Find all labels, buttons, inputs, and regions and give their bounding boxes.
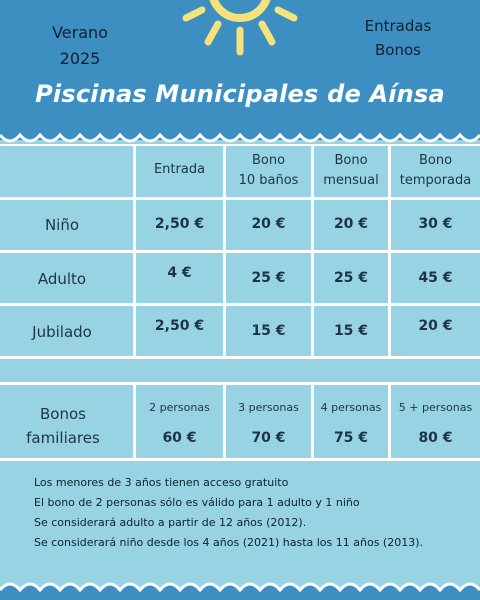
column-header-text: mensual: [323, 173, 379, 188]
table-vline-4: [388, 144, 391, 358]
season-year: 2025: [59, 49, 101, 68]
price-cell: 2,50 €: [154, 318, 205, 334]
price-cell: 15 €: [251, 323, 286, 339]
column-header-text: 10 baños: [238, 173, 299, 188]
price-cell: 25 €: [251, 270, 286, 286]
price-cell: 15 €: [333, 323, 369, 339]
column-header-text: Bono: [418, 153, 453, 168]
top-wave-divider: [0, 129, 480, 143]
family-vline-1: [133, 382, 136, 460]
price-cell: 20 €: [333, 216, 369, 232]
family-vline-4: [388, 382, 391, 460]
price-cell: 30 €: [418, 216, 453, 232]
column-header-bono-mensual: Bono mensual: [314, 151, 388, 191]
price-cell: 25 €: [333, 270, 369, 286]
column-header-bono-10: Bono 10 baños: [226, 151, 311, 191]
table-line-bottom: [0, 356, 480, 359]
family-persons: 2 personas: [149, 401, 210, 414]
table-vline-3: [311, 144, 314, 358]
family-persons: 3 personas: [238, 401, 299, 414]
family-line-bottom: [0, 458, 480, 461]
price-cell: 2,50 €: [154, 216, 205, 232]
table-vline-1: [133, 144, 136, 358]
family-label-line: Bonos: [40, 405, 86, 423]
note-line: Los menores de 3 años tienen acceso grat…: [34, 476, 289, 489]
family-vline-2: [223, 382, 226, 460]
family-vline-3: [311, 382, 314, 460]
family-price: 75 €: [333, 430, 369, 446]
page-title: Piscinas Municipales de Aínsa: [35, 80, 445, 108]
price-cell: 4 €: [167, 265, 192, 281]
bottom-wave-divider: [0, 582, 480, 600]
price-cell: 45 €: [418, 270, 453, 286]
season-label: Verano 2025: [30, 20, 130, 72]
family-persons: 5 + personas: [398, 401, 473, 414]
row-label-jubilado: Jubilado: [32, 323, 92, 341]
table-line-top: [0, 144, 480, 146]
family-pass-label: Bonos familiares: [8, 402, 118, 450]
table-line-row2: [0, 250, 480, 253]
table-line-row1: [0, 197, 480, 200]
family-price: 70 €: [251, 430, 286, 446]
column-header-entrada: Entrada: [136, 160, 223, 180]
row-label-adulto: Adulto: [37, 270, 87, 288]
column-header-text: temporada: [399, 173, 472, 188]
notes-block: Los menores de 3 años tienen acceso grat…: [34, 473, 464, 553]
note-line: El bono de 2 personas sólo es válido par…: [34, 496, 360, 509]
section-line-1: Entradas: [364, 17, 432, 35]
note-line: Se considerará niño desde los 4 años (20…: [34, 536, 424, 549]
family-price: 80 €: [418, 430, 453, 446]
sun-icon: [182, 0, 298, 56]
note-line: Se considerará adulto a partir de 12 año…: [34, 516, 307, 529]
column-header-bono-temporada: Bono temporada: [391, 151, 480, 191]
season-line: Verano: [52, 23, 108, 42]
column-header-text: Entrada: [153, 162, 206, 177]
price-cell: 20 €: [251, 216, 286, 232]
column-header-text: Bono: [334, 153, 368, 168]
table-line-row3: [0, 303, 480, 306]
header-banner: Verano 2025 Entradas Bonos Piscinas Muni…: [0, 0, 480, 140]
section-label: Entradas Bonos: [348, 14, 448, 62]
row-label-nino: Niño: [44, 216, 80, 234]
column-header-text: Bono: [251, 153, 286, 168]
family-persons: 4 personas: [320, 401, 382, 414]
family-line-top: [0, 382, 480, 385]
table-vline-2: [223, 144, 226, 358]
family-label-line: familiares: [26, 429, 100, 447]
section-line-2: Bonos: [375, 41, 421, 59]
price-cell: 20 €: [418, 318, 453, 334]
family-price: 60 €: [162, 430, 197, 446]
